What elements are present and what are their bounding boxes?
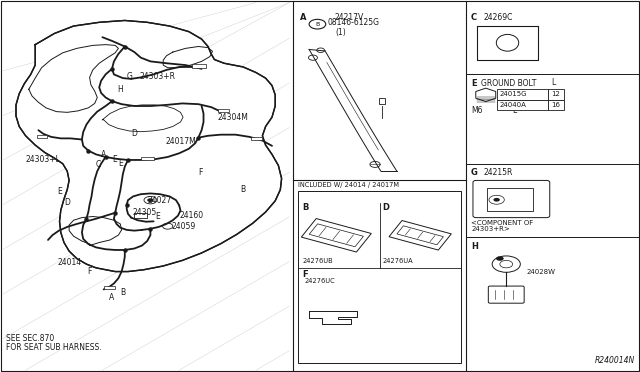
Text: 24276UC: 24276UC (305, 278, 335, 284)
Text: 16: 16 (551, 102, 561, 108)
Ellipse shape (497, 35, 519, 51)
Text: F: F (198, 169, 203, 177)
Text: 12: 12 (552, 92, 560, 97)
Text: (1): (1) (335, 28, 346, 37)
FancyBboxPatch shape (488, 286, 524, 303)
Text: B: B (316, 22, 319, 27)
Bar (192, 64, 206, 68)
Text: 24276UB: 24276UB (303, 258, 333, 264)
Text: SEE SEC.870: SEE SEC.870 (6, 334, 54, 343)
Text: R240014N: R240014N (595, 356, 635, 365)
Text: INCLUDED W/ 24014 / 24017M: INCLUDED W/ 24014 / 24017M (298, 182, 399, 188)
Bar (487, 188, 533, 211)
Text: L: L (551, 78, 556, 87)
Text: 24027: 24027 (147, 196, 172, 205)
Text: D: D (383, 203, 390, 212)
Text: E: E (118, 159, 123, 168)
Text: F: F (303, 270, 308, 279)
Circle shape (147, 198, 154, 202)
Text: 24028W: 24028W (527, 269, 556, 275)
Text: 24160: 24160 (179, 211, 204, 220)
Text: 24017M: 24017M (165, 137, 196, 146)
Bar (134, 213, 147, 218)
Text: L: L (513, 106, 517, 115)
Text: C: C (471, 13, 477, 22)
Bar (497, 100, 548, 110)
Bar (497, 89, 548, 100)
Text: 24217V: 24217V (335, 13, 364, 22)
Text: E: E (112, 155, 116, 164)
Text: 24059: 24059 (172, 222, 196, 231)
Text: H: H (117, 85, 123, 94)
Bar (141, 157, 154, 160)
Circle shape (493, 198, 500, 202)
Bar (477, 26, 538, 60)
Polygon shape (16, 20, 282, 272)
Text: 24015G: 24015G (499, 92, 527, 97)
Text: 24303+R: 24303+R (140, 72, 175, 81)
Text: 24269C: 24269C (484, 13, 513, 22)
Text: FOR SEAT SUB HARNESS.: FOR SEAT SUB HARNESS. (6, 343, 102, 352)
Text: 24215R: 24215R (484, 168, 513, 177)
Text: B: B (120, 288, 125, 296)
Bar (251, 137, 262, 140)
Text: 24303+R>: 24303+R> (471, 226, 510, 232)
Text: G: G (127, 72, 132, 81)
Text: 08146-6125G: 08146-6125G (328, 18, 380, 27)
Text: G: G (471, 168, 478, 177)
Text: B: B (240, 185, 245, 194)
Text: 24276UA: 24276UA (383, 258, 413, 264)
Text: D: D (131, 129, 137, 138)
Bar (548, 100, 564, 110)
Text: 24014: 24014 (58, 258, 82, 267)
Text: 24040A: 24040A (499, 102, 526, 108)
Text: C: C (96, 160, 101, 169)
Bar (548, 89, 564, 100)
Text: D: D (64, 198, 70, 207)
Text: B: B (303, 203, 309, 212)
Text: A: A (109, 293, 114, 302)
Text: E: E (471, 79, 477, 88)
Text: M6: M6 (471, 106, 483, 115)
Text: 24303+L: 24303+L (26, 155, 60, 164)
Text: GROUND BOLT: GROUND BOLT (481, 79, 536, 88)
Text: E: E (156, 212, 160, 221)
Circle shape (496, 256, 504, 261)
Bar (218, 109, 229, 112)
Text: 24305: 24305 (132, 208, 157, 217)
Text: 24304M: 24304M (218, 113, 248, 122)
Bar (104, 286, 115, 289)
Bar (37, 135, 47, 138)
Bar (298, 191, 461, 363)
Text: H: H (471, 242, 478, 251)
Text: A: A (101, 150, 106, 159)
Text: A: A (300, 13, 306, 22)
FancyBboxPatch shape (473, 180, 550, 218)
Text: <COMPONENT OF: <COMPONENT OF (471, 220, 533, 226)
Text: F: F (88, 267, 92, 276)
Text: E: E (58, 187, 62, 196)
